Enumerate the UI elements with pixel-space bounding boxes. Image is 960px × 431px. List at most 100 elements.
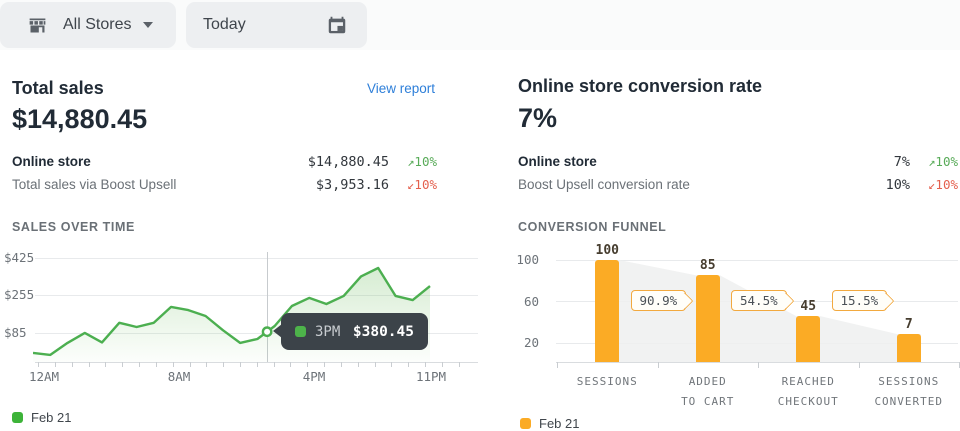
metric-delta: ↙10% [910, 177, 958, 192]
conversion-funnel-chart[interactable]: 100 SESSIONS 85 ADDED TO CART 45 REACHED CHECKO… [556, 243, 960, 431]
metric-row-boost-upsell-sales: Total sales via Boost Upsell $3,953.16 ↙… [12, 173, 437, 196]
sales-hour-tick [374, 362, 376, 367]
sales-ytick-85: $85 [4, 325, 27, 340]
funnel-category-label: SESSIONS [878, 375, 940, 388]
metric-value: $14,880.45 [307, 153, 389, 170]
conversion-rate-value: 7% [518, 103, 558, 133]
sales-hour-tick [71, 362, 73, 367]
chart-crosshair [267, 252, 268, 362]
sales-hour-tick [223, 362, 225, 367]
sales-xtick-11pm: 11PM [415, 369, 447, 384]
metric-label: Online store [518, 154, 597, 169]
metric-value: 7% [893, 153, 910, 170]
conversion-funnel-heading: CONVERSION FUNNEL [518, 220, 667, 234]
conversion-rate-badge: 15.5% [831, 290, 888, 311]
conversion-breakdown: Online store 7% ↗10% Boost Upsell conver… [518, 150, 958, 196]
funnel-bar-3[interactable] [896, 334, 921, 362]
legend-label: Feb 21 [539, 416, 580, 431]
total-sales-title: Total sales [12, 78, 104, 98]
sales-hour-tick [54, 362, 56, 367]
tooltip-value: $380.45 [352, 323, 414, 340]
sales-hour-tick [357, 362, 359, 367]
funnel-axis-tick [758, 362, 759, 368]
funnel-bar-value: 100 [595, 243, 619, 258]
sales-xtick-12am: 12AM [28, 369, 60, 384]
metric-label: Online store [12, 154, 91, 169]
funnel-axis-tick [557, 362, 558, 368]
delta-percent: 10% [935, 154, 958, 169]
funnel-axis-tick [858, 362, 860, 368]
sales-hour-tick [172, 362, 174, 367]
sales-ytick-425: $425 [4, 250, 35, 265]
sales-hour-tick [290, 362, 292, 367]
tooltip-time: 3PM [315, 323, 341, 340]
sales-legend: Feb 21 [12, 410, 71, 425]
trend-up-arrow-icon: ↗ [407, 155, 415, 169]
sales-hour-tick [458, 362, 460, 367]
metric-delta: ↙10% [389, 177, 437, 192]
sales-gridline [35, 258, 478, 259]
metric-row-boost-upsell-conversion: Boost Upsell conversion rate 10% ↙10% [518, 173, 958, 196]
sales-hour-tick [408, 362, 410, 367]
sales-xtick-8am: 8AM [167, 369, 191, 384]
sales-hour-tick [105, 362, 107, 367]
trend-up-arrow-icon: ↗ [928, 155, 936, 169]
conversion-rate-badge: 54.5% [731, 290, 787, 311]
total-sales-value: $14,880.45 [12, 104, 148, 134]
store-filter-button[interactable]: All Stores [0, 2, 176, 48]
funnel-category-label: CHECKOUT [777, 395, 839, 408]
funnel-category-label: ADDED [688, 375, 727, 388]
date-range-button[interactable]: Today [186, 2, 367, 48]
metric-row-online-store-conversion: Online store 7% ↗10% [518, 150, 958, 173]
funnel-bar-0[interactable] [595, 260, 620, 362]
sales-hour-tick [139, 362, 140, 367]
sales-hour-tick [206, 362, 208, 367]
legend-label: Feb 21 [31, 410, 72, 425]
funnel-bar-value: 85 [699, 258, 716, 274]
sales-hour-tick [155, 362, 157, 367]
sales-gridline [35, 333, 478, 334]
funnel-ytick-20: 20 [523, 335, 539, 350]
sales-hour-tick [122, 362, 124, 367]
funnel-category-label: CONVERTED [874, 395, 944, 408]
funnel-bar-2[interactable] [796, 316, 821, 362]
trend-down-arrow-icon: ↙ [407, 178, 415, 192]
legend-swatch-green [12, 412, 23, 423]
chart-tooltip: 3PM $380.45 [273, 313, 428, 350]
sales-hour-tick [240, 362, 241, 367]
metric-value: 10% [885, 176, 910, 193]
legend-swatch-orange [520, 418, 531, 429]
metric-label: Boost Upsell conversion rate [518, 177, 690, 192]
funnel-bar-value: 7 [904, 317, 913, 332]
funnel-x-axis [556, 362, 959, 363]
sales-hour-tick [391, 362, 393, 367]
sales-hour-tick [340, 362, 342, 367]
funnel-ytick-100: 100 [516, 252, 539, 267]
trend-down-arrow-icon: ↙ [928, 178, 936, 192]
sales-over-time-heading: SALES OVER TIME [12, 220, 135, 234]
sales-hour-tick [38, 362, 39, 367]
funnel-bar-1[interactable] [695, 275, 720, 362]
sales-hour-tick [189, 362, 191, 367]
sales-hour-tick [307, 362, 309, 367]
funnel-category-label: REACHED [781, 375, 835, 388]
funnel-shade [595, 260, 921, 362]
sales-hour-tick [324, 362, 326, 367]
funnel-legend: Feb 21 [520, 416, 579, 431]
funnel-category-label: TO CART [681, 395, 735, 408]
sales-hour-tick [273, 362, 275, 367]
view-report-link[interactable]: View report [367, 81, 436, 96]
chevron-down-icon [143, 22, 153, 28]
delta-percent: 10% [414, 177, 437, 192]
storefront-icon [29, 18, 46, 32]
metric-delta: ↗10% [389, 154, 437, 169]
metric-label: Total sales via Boost Upsell [12, 177, 177, 192]
metric-value: $3,953.16 [315, 176, 389, 193]
funnel-bar-value: 45 [800, 299, 817, 315]
filter-toolbar: All Stores Today [0, 0, 960, 50]
sales-gridline [35, 295, 478, 296]
sales-hour-tick [441, 362, 443, 367]
hover-point-marker [261, 326, 273, 338]
sales-xtick-4pm: 4PM [302, 369, 326, 384]
